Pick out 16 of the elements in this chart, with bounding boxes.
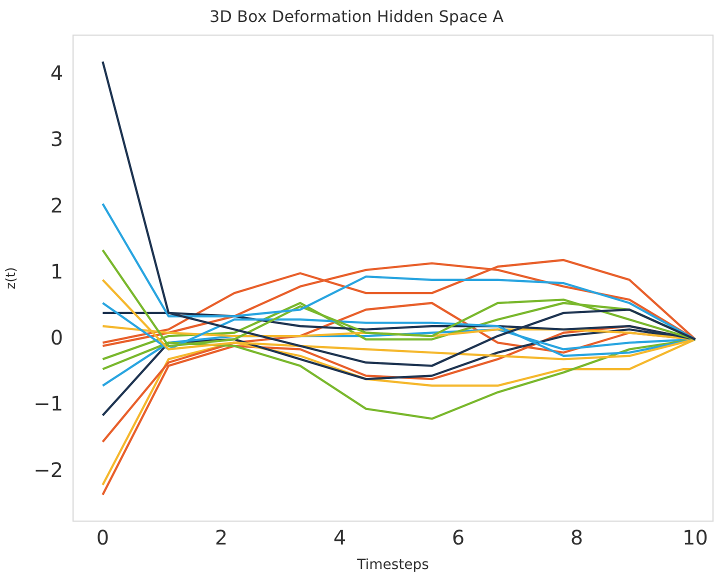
y-tick-label: 1 (50, 259, 64, 284)
x-axis-title: Timesteps (356, 557, 429, 574)
x-tick-label: 4 (333, 525, 346, 550)
y-tick-label: 3 (50, 127, 64, 152)
x-tick-label: 0 (96, 525, 110, 550)
y-tick-label: −1 (34, 392, 64, 416)
y-tick-label: −2 (34, 458, 64, 482)
y-tick-label: 2 (50, 193, 64, 218)
chart-title: 3D Box Deformation Hidden Space A (209, 6, 504, 26)
y-tick-label: 4 (50, 61, 64, 86)
x-tick-label: 8 (570, 525, 584, 550)
x-tick-label: 6 (452, 525, 465, 550)
x-tick-label: 2 (214, 525, 228, 550)
y-axis-title: z(t) (4, 267, 20, 290)
y-tick-label: 0 (50, 326, 64, 350)
x-tick-label: 10 (682, 525, 708, 550)
